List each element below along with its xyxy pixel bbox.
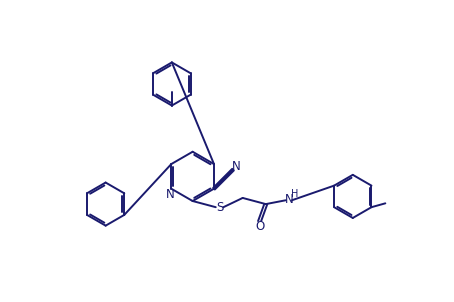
Text: H: H — [291, 189, 298, 199]
Text: O: O — [255, 220, 264, 233]
Text: N: N — [166, 188, 175, 201]
Text: S: S — [216, 201, 223, 214]
Text: N: N — [232, 160, 241, 173]
Text: N: N — [285, 193, 293, 206]
